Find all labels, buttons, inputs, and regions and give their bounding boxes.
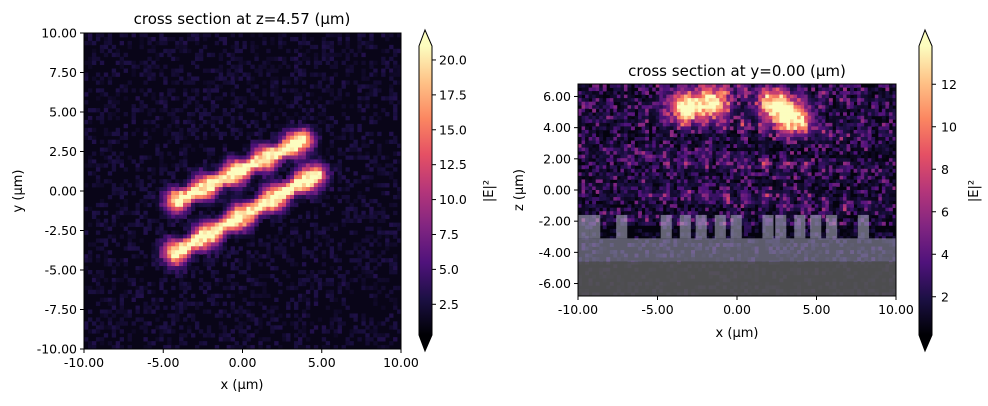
plot1-ytick-label: 10.00 bbox=[41, 26, 77, 41]
colorbar2-tick-label: 8 bbox=[941, 162, 949, 177]
plot2-x-ticks: -10.00 -5.00 0.00 5.00 10.00 bbox=[558, 296, 914, 317]
plot1-heatmap bbox=[84, 33, 401, 349]
grating-pillar bbox=[616, 215, 627, 238]
plot1-title: cross section at z=4.57 (μm) bbox=[134, 10, 351, 28]
grating-pillar bbox=[794, 215, 805, 238]
colorbar-2: 12 10 8 6 4 2 |E|² bbox=[919, 30, 982, 351]
colorbar2-gradient bbox=[919, 46, 932, 335]
colorbar1-tick-label: 10.0 bbox=[439, 192, 467, 207]
plot1-y-ticks: 10.00 7.50 5.00 2.50 0.00 -2.50 -5.00 -7.50 -10.… bbox=[37, 26, 84, 357]
colorbar1-tick-label: 15.0 bbox=[439, 122, 467, 137]
colorbar2-tick-label: 10 bbox=[941, 119, 957, 134]
plot1-ytick-label: 7.50 bbox=[49, 65, 77, 80]
plot1-ytick-label: -2.50 bbox=[45, 223, 77, 238]
colorbar2-tick-label: 2 bbox=[941, 289, 949, 304]
plot1-ytick-label: 0.00 bbox=[49, 184, 77, 199]
buffer-layer bbox=[578, 238, 896, 261]
colorbar1-tick-label: 7.5 bbox=[439, 227, 459, 242]
colorbar2-tick-label: 6 bbox=[941, 204, 949, 219]
colorbar1-gradient bbox=[419, 46, 432, 335]
plot2-y-ticks: 6.00 4.00 2.00 0.00 -2.00 -4.00 -6.00 bbox=[539, 89, 578, 291]
plot2-xtick-label: -10.00 bbox=[558, 302, 598, 317]
grating-pillar bbox=[826, 215, 837, 238]
plot1-ytick-label: -10.00 bbox=[37, 342, 77, 357]
grating-pillar bbox=[858, 215, 869, 238]
colorbar1-extend-max bbox=[419, 30, 432, 46]
plot2-xlabel: x (μm) bbox=[716, 326, 759, 341]
plot1-xtick-label: 5.00 bbox=[308, 355, 336, 370]
plot1-ylabel: y (μm) bbox=[11, 170, 26, 213]
plot2-ytick-label: 2.00 bbox=[543, 151, 571, 166]
colorbar1-tick-label: 20.0 bbox=[439, 52, 467, 67]
colorbar1-ticks: 20.0 17.5 15.0 12.5 10.0 7.5 5.0 2.5 bbox=[432, 52, 467, 311]
colorbar2-tick-label: 4 bbox=[941, 247, 949, 262]
plot1-xtick-label: -10.00 bbox=[64, 355, 104, 370]
plot2-title: cross section at y=0.00 (μm) bbox=[628, 62, 846, 80]
plot1-ytick-label: 2.50 bbox=[49, 144, 77, 159]
colorbar1-tick-label: 17.5 bbox=[439, 87, 467, 102]
plot-xz-cross-section: cross section at y=0.00 (μm) -10.00 -5.00… bbox=[512, 62, 914, 341]
colorbar2-ticks: 12 10 8 6 4 2 bbox=[932, 77, 957, 305]
plot2-ytick-label: 4.00 bbox=[543, 120, 571, 135]
colorbar1-tick-label: 2.5 bbox=[439, 297, 459, 312]
colorbar2-extend-min bbox=[919, 335, 932, 351]
substrate-layer bbox=[578, 262, 896, 296]
plot1-ytick-label: -7.50 bbox=[45, 302, 77, 317]
plot2-ytick-label: 6.00 bbox=[543, 89, 571, 104]
plot1-ytick-label: 5.00 bbox=[49, 105, 77, 120]
colorbar1-tick-label: 5.0 bbox=[439, 262, 459, 277]
colorbar2-tick-label: 12 bbox=[941, 77, 957, 92]
grating-pillar bbox=[715, 215, 726, 238]
plot2-xtick-label: -5.00 bbox=[641, 302, 673, 317]
plot2-xtick-label: 10.00 bbox=[878, 302, 914, 317]
plot1-x-ticks: -10.00 -5.00 0.00 5.00 10.00 bbox=[64, 349, 419, 370]
colorbar2-extend-max bbox=[919, 30, 932, 46]
colorbar1-label: |E|² bbox=[482, 180, 497, 202]
plot2-ytick-label: -6.00 bbox=[539, 276, 571, 291]
plot1-xtick-label: 10.00 bbox=[383, 355, 419, 370]
grating-pillar bbox=[578, 215, 589, 238]
plot1-xlabel: x (μm) bbox=[221, 378, 264, 393]
grating-pillar bbox=[589, 215, 600, 238]
grating-pillar bbox=[680, 215, 691, 238]
grating-pillar bbox=[762, 215, 773, 238]
plot2-xtick-label: 0.00 bbox=[723, 302, 751, 317]
colorbar1-tick-label: 12.5 bbox=[439, 157, 467, 172]
plot2-ytick-label: -4.00 bbox=[539, 245, 571, 260]
plot2-ytick-label: -2.00 bbox=[539, 214, 571, 229]
plot2-ylabel: z (μm) bbox=[512, 169, 527, 211]
plot2-xtick-label: 5.00 bbox=[803, 302, 831, 317]
plot1-xtick-label: -5.00 bbox=[147, 355, 179, 370]
grating-pillar bbox=[696, 215, 707, 238]
colorbar1-extend-min bbox=[419, 335, 432, 351]
grating-pillar bbox=[661, 215, 672, 238]
grating-pillar bbox=[810, 215, 821, 238]
plot-xy-cross-section: cross section at z=4.57 (μm) -10.00 -5.00… bbox=[11, 10, 419, 393]
grating-pillar bbox=[775, 215, 786, 238]
grating-pillar bbox=[731, 215, 742, 238]
plot1-ytick-label: -5.00 bbox=[45, 263, 77, 278]
colorbar-1: 20.0 17.5 15.0 12.5 10.0 7.5 5.0 2.5 |E|² bbox=[419, 30, 497, 351]
plot1-xtick-label: 0.00 bbox=[229, 355, 257, 370]
plot2-ytick-label: 0.00 bbox=[543, 183, 571, 198]
colorbar2-label: |E|² bbox=[967, 180, 982, 202]
